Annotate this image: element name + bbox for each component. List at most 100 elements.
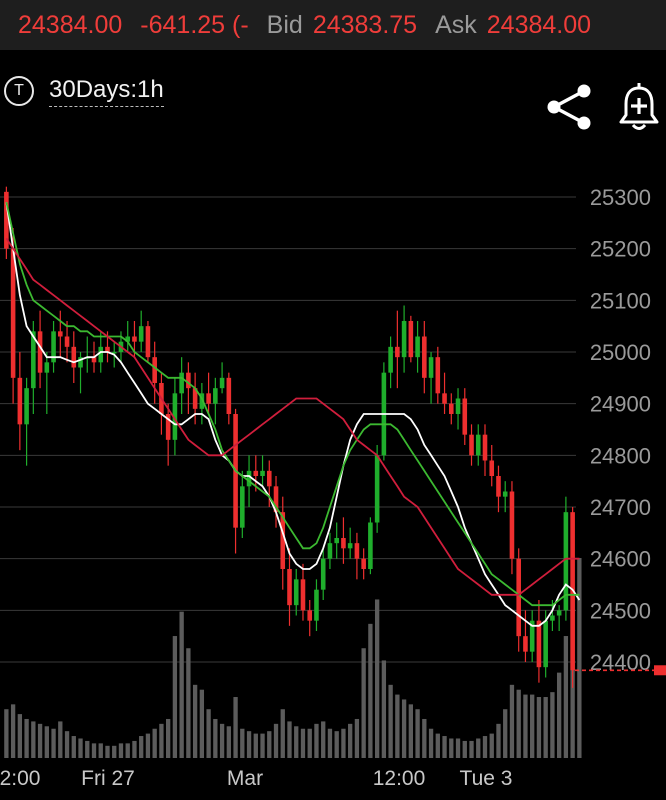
x-tick-label: 2:00 bbox=[0, 767, 40, 790]
volume-bar bbox=[530, 694, 535, 758]
volume-bar bbox=[233, 697, 238, 758]
volume-bar bbox=[354, 718, 360, 758]
candle-body bbox=[502, 491, 508, 497]
y-axis-labels: 25300 25200 25100 25000 24900 24800 24700 24600… bbox=[590, 185, 651, 675]
candle-body bbox=[509, 491, 515, 559]
y-tick-label: 25200 bbox=[590, 237, 651, 262]
volume-bar bbox=[556, 672, 562, 758]
candle-body bbox=[44, 362, 50, 373]
volume-bar bbox=[489, 733, 494, 758]
candle-body bbox=[172, 393, 178, 440]
candle-body bbox=[37, 331, 43, 373]
candle-body bbox=[226, 377, 232, 414]
candle-body bbox=[58, 331, 63, 337]
candle-body bbox=[401, 321, 407, 358]
candle-body bbox=[307, 610, 313, 621]
last-price-tag bbox=[654, 665, 666, 676]
price-chart[interactable]: 25300 25200 25100 25000 24900 24800 24700 24600… bbox=[0, 160, 666, 800]
candle-body bbox=[320, 558, 326, 590]
y-tick-label: 24900 bbox=[590, 392, 651, 417]
quote-bar: 24384.00 -641.25 (- Bid 24383.75 Ask 243… bbox=[0, 0, 666, 50]
candlesticks bbox=[4, 186, 575, 688]
candle-body bbox=[374, 455, 380, 523]
volume-bar bbox=[179, 611, 184, 758]
y-tick-label: 24800 bbox=[590, 443, 651, 468]
candle-body bbox=[192, 388, 198, 409]
share-icon[interactable] bbox=[544, 82, 596, 132]
candle-body bbox=[523, 636, 528, 652]
volume-bar bbox=[213, 718, 218, 758]
bell-plus-icon[interactable] bbox=[617, 82, 661, 132]
candle-body bbox=[428, 357, 434, 378]
candle-body bbox=[415, 336, 420, 358]
ma-white-line bbox=[5, 202, 581, 627]
volume-bar bbox=[550, 692, 555, 758]
candle-body bbox=[347, 543, 353, 549]
volume-bar bbox=[17, 714, 23, 758]
volume-bar bbox=[112, 745, 117, 758]
y-tick-label: 24500 bbox=[590, 598, 651, 623]
volume-bar bbox=[219, 723, 225, 758]
volume-bar bbox=[287, 721, 292, 758]
y-tick-label: 24700 bbox=[590, 495, 651, 520]
candle-body bbox=[280, 512, 286, 569]
y-tick-label: 25000 bbox=[590, 340, 651, 365]
candle-body bbox=[422, 336, 427, 378]
volume-bar bbox=[58, 721, 63, 758]
volume-bar bbox=[192, 684, 198, 758]
candle-body bbox=[4, 191, 9, 249]
volume-bar bbox=[361, 648, 366, 758]
candle-body bbox=[354, 543, 360, 559]
candle-body bbox=[273, 486, 279, 513]
x-tick-label: 12:00 bbox=[373, 767, 426, 790]
ask-price: 24384.00 bbox=[486, 10, 592, 39]
ma-green-line bbox=[5, 202, 580, 607]
volume-bar bbox=[476, 738, 481, 758]
candle-body bbox=[132, 336, 137, 342]
candle-body bbox=[105, 346, 110, 352]
ma-red-line bbox=[5, 237, 580, 596]
candle-body bbox=[341, 538, 346, 549]
ask-label: Ask bbox=[435, 10, 477, 39]
volume-bar bbox=[509, 684, 515, 758]
volume-bar bbox=[516, 689, 521, 758]
volume-bar bbox=[577, 558, 582, 758]
volume-bar bbox=[307, 728, 312, 758]
candle-body bbox=[253, 470, 259, 476]
candle-body bbox=[327, 543, 333, 559]
candle-body bbox=[300, 579, 306, 611]
bid-price: 24383.75 bbox=[312, 10, 418, 39]
price-change: -641.25 (- bbox=[140, 10, 249, 39]
volume-bar bbox=[294, 726, 299, 758]
volume-bar bbox=[240, 728, 245, 758]
candle-body bbox=[550, 615, 555, 621]
candle-body bbox=[24, 388, 29, 425]
candle-body bbox=[475, 434, 481, 456]
candle-body bbox=[246, 470, 252, 487]
time-range-label: 30Days:1h bbox=[49, 76, 164, 107]
candle-body bbox=[199, 393, 205, 409]
candle-body bbox=[435, 357, 441, 394]
y-tick-label: 24600 bbox=[590, 547, 651, 572]
x-tick-label: Mar bbox=[227, 767, 263, 790]
time-range-button[interactable]: T 30Days:1h bbox=[4, 74, 164, 108]
candle-body bbox=[98, 346, 104, 363]
candle-body bbox=[138, 326, 144, 342]
volume-bar bbox=[159, 723, 164, 758]
x-axis-labels: 2:00 Fri 27 Mar 12:00 Tue 3 bbox=[0, 767, 512, 790]
volume-bar bbox=[24, 718, 29, 758]
volume-bar bbox=[118, 743, 124, 758]
candle-body bbox=[368, 522, 373, 569]
volume-bar bbox=[71, 736, 76, 758]
volume-bar bbox=[435, 733, 440, 758]
candle-body bbox=[395, 346, 400, 358]
candle-body bbox=[111, 352, 117, 354]
volume-bar bbox=[381, 660, 387, 758]
volume-bar bbox=[152, 728, 157, 758]
candle-body bbox=[563, 512, 569, 611]
volume-bar bbox=[10, 704, 16, 758]
volume-bar bbox=[368, 623, 373, 758]
candle-body bbox=[64, 336, 70, 347]
volume-bar bbox=[125, 743, 130, 758]
volume-bar bbox=[139, 736, 144, 758]
